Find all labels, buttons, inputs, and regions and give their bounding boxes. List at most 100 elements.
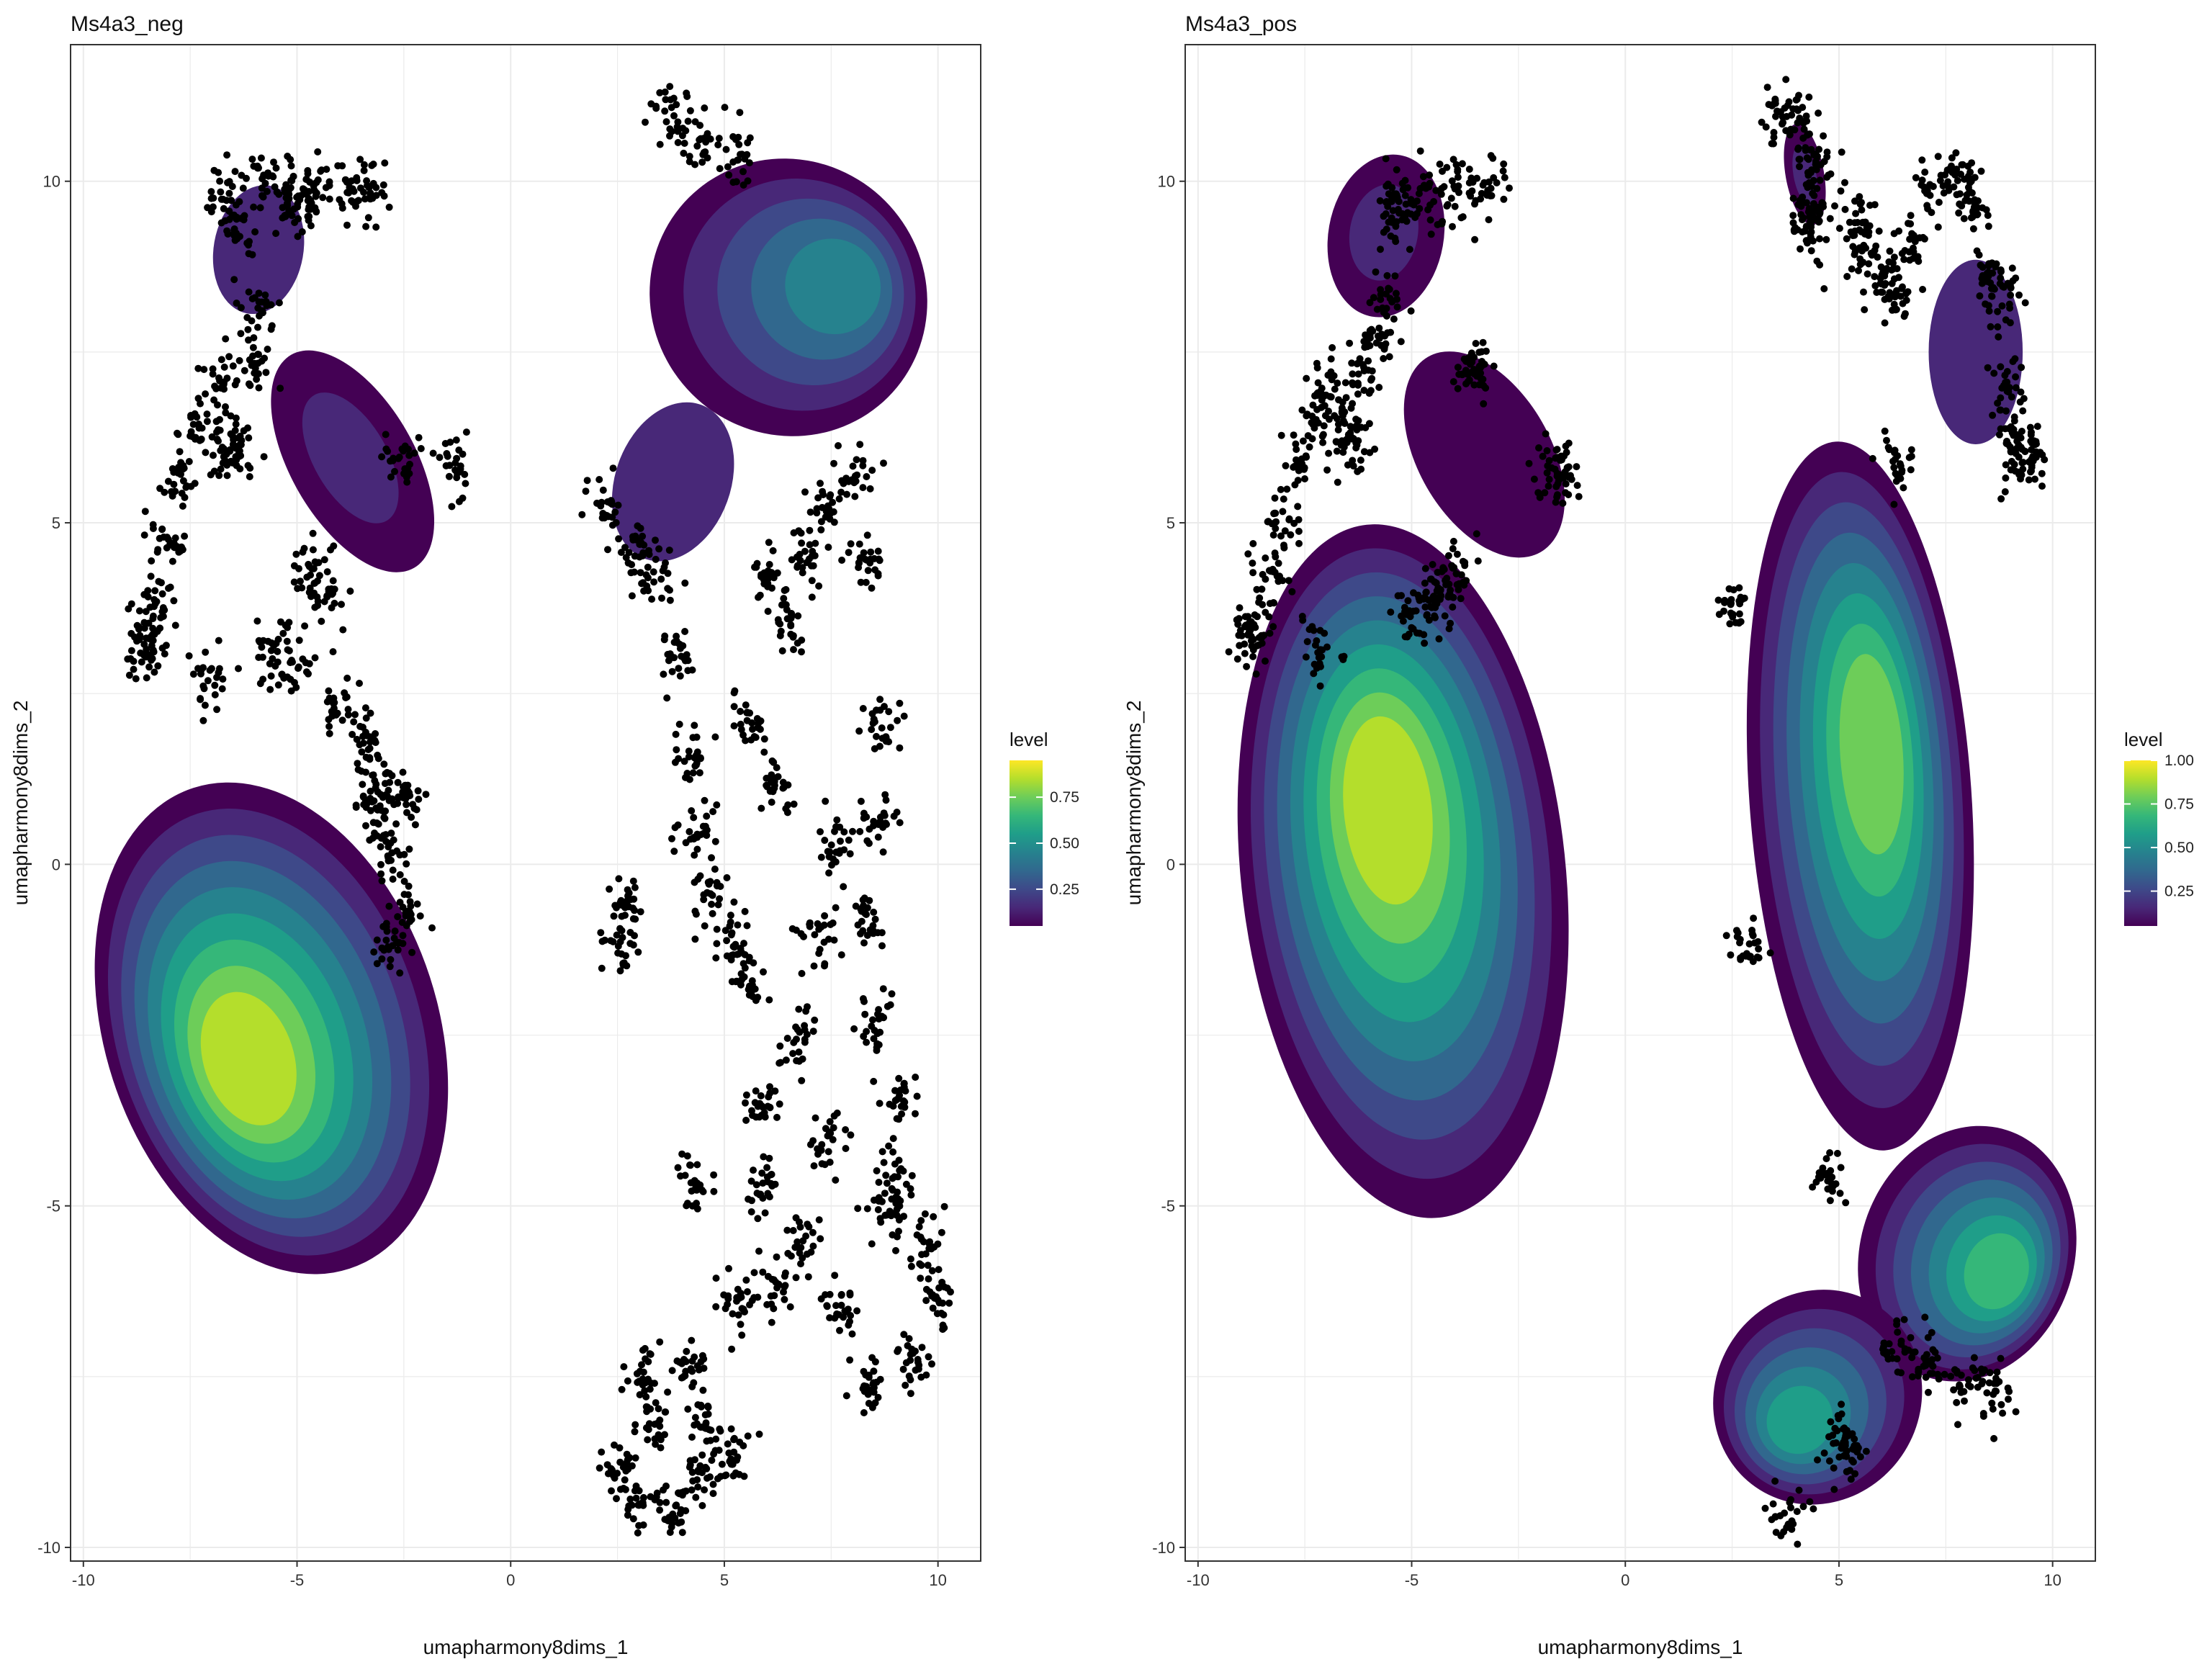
data-point: [791, 1244, 799, 1251]
data-point: [698, 158, 706, 166]
data-point: [1314, 379, 1322, 387]
data-point: [258, 653, 266, 661]
data-point: [881, 819, 889, 827]
data-point: [1859, 218, 1867, 226]
data-point: [385, 854, 392, 862]
data-point: [1385, 285, 1393, 293]
data-point: [1851, 1470, 1859, 1478]
y-tick-label: -10: [37, 1539, 60, 1557]
data-point: [359, 732, 367, 740]
data-point: [406, 898, 414, 906]
data-point: [781, 1295, 788, 1303]
data-point: [1995, 431, 2003, 439]
data-point: [381, 814, 389, 822]
data-point: [723, 937, 731, 945]
data-point: [1485, 216, 1493, 224]
legend-label: 0.25: [1050, 881, 1079, 898]
data-point: [1536, 493, 1544, 501]
data-point: [219, 459, 227, 467]
data-point: [878, 1148, 886, 1156]
data-point: [282, 621, 289, 629]
data-point: [677, 1172, 684, 1180]
data-point: [2012, 373, 2020, 381]
data-point: [1892, 477, 1900, 485]
data-point: [1769, 1500, 1777, 1508]
data-point: [874, 1393, 882, 1401]
data-point: [729, 1310, 737, 1318]
data-point: [928, 1267, 936, 1274]
data-point: [835, 442, 842, 449]
data-point: [676, 672, 684, 680]
data-point: [377, 870, 385, 878]
data-point: [1364, 343, 1372, 351]
x-tick-label: 0: [506, 1571, 515, 1589]
data-point: [2012, 1408, 2020, 1416]
data-point: [768, 757, 776, 765]
data-point: [1856, 255, 1864, 263]
data-point: [1334, 379, 1341, 387]
data-point: [657, 575, 665, 583]
data-point: [329, 648, 337, 656]
data-point: [782, 805, 790, 813]
data-point: [310, 565, 318, 572]
data-point: [701, 1411, 709, 1419]
data-point: [1466, 359, 1474, 367]
data-point: [1940, 189, 1948, 197]
data-point: [2026, 423, 2034, 431]
data-point: [666, 586, 673, 594]
data-point: [147, 572, 155, 580]
data-point: [863, 531, 871, 539]
data-point: [2019, 407, 2027, 415]
data-point: [833, 1109, 841, 1117]
data-point: [902, 1180, 910, 1188]
data-point: [860, 939, 868, 947]
data-point: [370, 797, 378, 805]
data-point: [662, 118, 670, 126]
data-point: [929, 1304, 937, 1312]
data-point: [810, 1162, 818, 1170]
data-point: [1795, 1486, 1803, 1494]
data-point: [668, 667, 676, 675]
data-point: [660, 670, 667, 678]
data-point: [1862, 1447, 1870, 1455]
data-point: [1241, 649, 1249, 657]
data-point: [1470, 381, 1478, 389]
data-point: [712, 1435, 720, 1443]
data-point: [1890, 500, 1898, 508]
data-point: [251, 228, 259, 235]
data-point: [628, 592, 636, 600]
data-point: [775, 1100, 783, 1108]
data-point: [1838, 148, 1845, 156]
data-point: [220, 204, 228, 212]
data-point: [249, 352, 256, 360]
data-point: [890, 812, 898, 820]
data-point: [158, 526, 166, 534]
data-point: [248, 361, 256, 369]
data-point: [1391, 234, 1399, 242]
data-point: [243, 239, 251, 247]
data-point: [1799, 104, 1807, 112]
data-point: [1559, 499, 1567, 507]
data-point: [730, 898, 738, 906]
data-point: [1858, 206, 1866, 214]
data-point: [1802, 112, 1810, 120]
data-point: [701, 1486, 709, 1494]
data-point: [1382, 199, 1390, 206]
data-point: [691, 762, 699, 770]
data-point: [1750, 914, 1758, 922]
data-point: [1984, 273, 1992, 280]
data-point: [1871, 273, 1879, 281]
data-point: [630, 895, 638, 903]
data-point: [701, 104, 709, 112]
data-point: [783, 1035, 791, 1042]
data-point: [813, 505, 821, 513]
data-point: [2017, 388, 2025, 396]
data-point: [385, 203, 393, 211]
data-point: [874, 833, 882, 841]
data-point: [258, 307, 266, 315]
data-point: [295, 663, 302, 671]
data-point: [262, 297, 270, 305]
data-point: [840, 828, 848, 836]
data-point: [305, 188, 313, 195]
